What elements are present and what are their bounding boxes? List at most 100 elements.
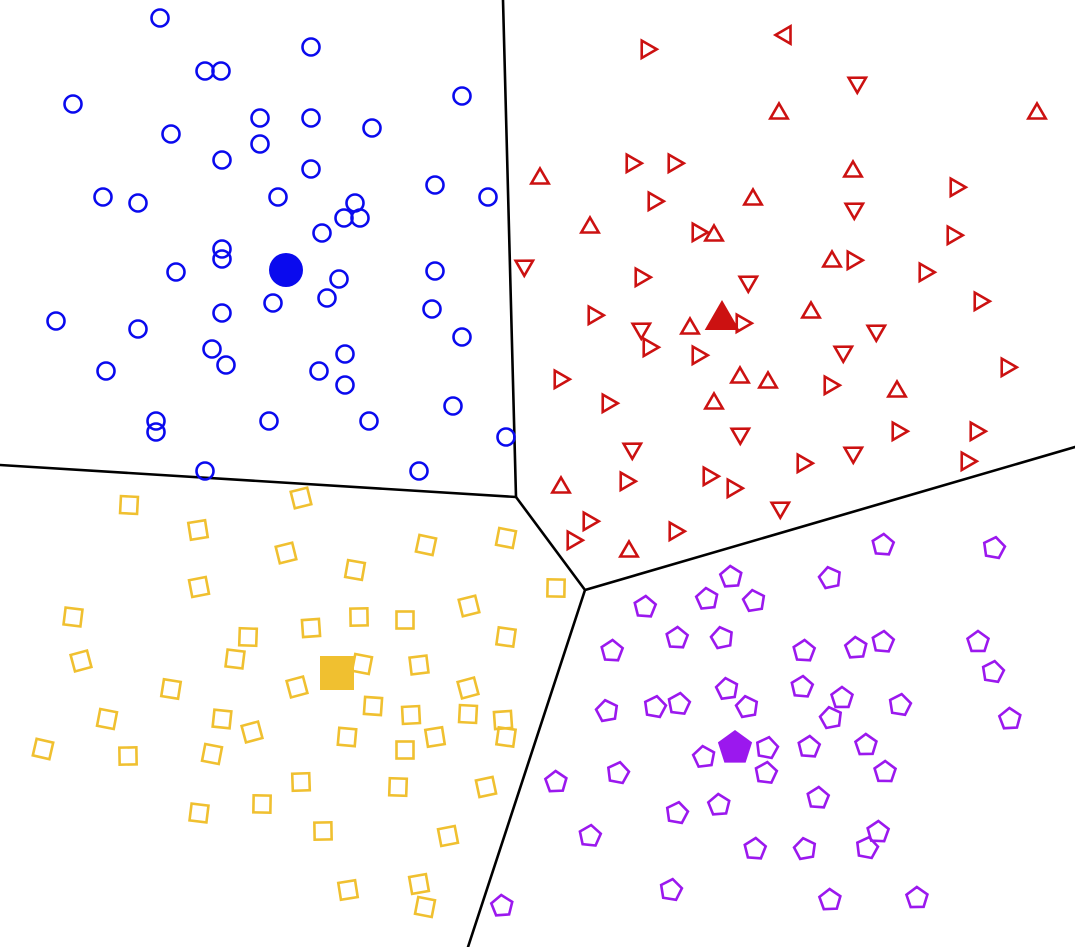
triangle-point [667,152,687,175]
pentagon-point [792,638,817,662]
pentagon-point [790,674,815,698]
circle-point [334,208,354,228]
pentagon-point [633,594,658,618]
triangle-point [640,38,660,61]
triangle-point [973,290,993,313]
pentagon-point [797,734,822,758]
triangle-point [842,446,865,466]
pentagon-point [706,792,731,816]
triangle-centroid [704,300,740,330]
square-centroid [320,656,354,690]
triangle-point [800,299,822,319]
pentagon-point [489,893,514,917]
triangle-point [566,529,586,552]
square-point [274,541,298,565]
square-point [413,895,437,919]
square-point [349,607,369,627]
square-point [239,719,265,745]
square-point [290,771,312,793]
pentagon-point [806,785,831,809]
circle-point [250,108,270,128]
circle-point [128,193,148,213]
square-point [118,746,138,766]
pentagon-point [871,629,896,653]
triangle-point [668,520,688,543]
triangle-point [960,450,980,473]
triangle-point [735,312,755,335]
square-point [494,625,518,649]
circle-point [301,108,321,128]
triangle-point [702,465,722,488]
square-point [457,703,479,725]
square-point [336,878,360,902]
square-point [457,594,481,618]
triangle-point [582,510,602,533]
circle-point [212,303,232,323]
triangle-point [703,222,725,242]
square-point [408,654,430,676]
circle-point [452,327,472,347]
circle-point [202,339,222,359]
pentagon-point [741,588,766,613]
square-point [62,606,84,628]
triangle-point [1000,356,1020,379]
square-point [289,486,313,510]
square-point [414,533,438,557]
triangle-point [832,345,855,365]
square-point [336,726,358,748]
triangle-point [729,427,752,447]
circle-point [350,208,370,228]
circle-point [216,355,236,375]
boundary-junction-bottom [466,588,587,947]
triangle-point [969,420,989,443]
circle-point [362,118,382,138]
circle-point [312,223,332,243]
pentagon-point [543,769,568,793]
circle-centroid [269,253,303,287]
triangle-point [768,100,790,120]
pentagon-point [873,759,898,783]
square-point [492,709,514,731]
circle-point [250,134,270,154]
pentagon-point [734,694,759,719]
pentagon-point [818,705,843,730]
triangle-point [769,501,792,521]
circle-point [268,187,288,207]
triangle-point [703,390,725,410]
pentagon-point [855,835,880,860]
pentagon-point [817,565,841,590]
square-point [159,677,183,701]
triangle-point [587,304,607,327]
boundary-junction-right [583,445,1075,592]
pentagon-point [866,819,891,843]
boundary-center-junction [514,495,587,592]
boundary-center-left [0,463,518,499]
square-point [95,707,119,731]
pentagon-point [665,800,690,825]
pentagon-point [843,635,868,659]
circle-point [166,262,186,282]
square-point [187,575,211,599]
circle-point [46,311,66,331]
square-point [395,740,415,760]
triangle-point [679,315,701,335]
pentagon-point [981,659,1006,684]
triangle-point [821,248,843,268]
triangle-point [886,378,908,398]
pentagon-point [888,692,913,717]
circle-point [63,94,83,114]
triangle-point [823,374,843,397]
triangle-point [742,186,764,206]
pentagon-point [714,676,739,701]
triangle-point [737,275,760,295]
triangle-point [691,344,711,367]
pentagon-point [871,532,896,556]
pentagon-point [718,564,743,588]
circle-point [93,187,113,207]
boundary-center-top [501,0,518,499]
circle-point [150,8,170,28]
pentagon-point [659,877,684,902]
pentagon-point [709,625,733,650]
